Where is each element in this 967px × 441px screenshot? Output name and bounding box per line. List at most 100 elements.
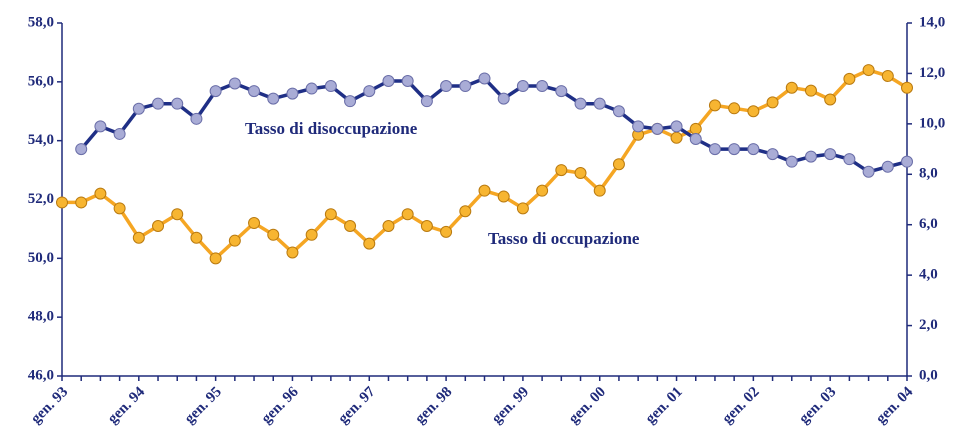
data-point — [689, 132, 702, 145]
data-point — [843, 153, 856, 166]
data-point — [785, 81, 798, 94]
data-point — [401, 208, 414, 221]
data-point — [420, 219, 433, 232]
data-point — [440, 225, 453, 238]
x-tick-label: gen. 00 — [566, 384, 609, 427]
data-point — [132, 231, 145, 244]
data-point — [728, 143, 741, 156]
data-point — [593, 184, 606, 197]
data-point — [267, 228, 280, 241]
y2-tick-label: 2,0 — [919, 317, 938, 333]
series-line — [62, 68, 908, 261]
data-point — [843, 72, 856, 85]
annotation: Tasso di disoccupazione — [245, 119, 418, 138]
data-point — [113, 127, 126, 140]
data-point — [536, 184, 549, 197]
data-point — [881, 69, 894, 82]
data-point — [171, 97, 184, 110]
data-point — [612, 105, 625, 118]
data-point — [56, 196, 68, 209]
y-tick-label: 48,0 — [28, 309, 54, 325]
data-point — [901, 155, 913, 168]
x-tick-label: gen. 01 — [643, 384, 686, 427]
data-point — [152, 97, 165, 110]
data-point — [248, 85, 261, 98]
x-tick-label: gen. 93 — [28, 384, 71, 427]
data-point — [382, 219, 395, 232]
data-point — [209, 252, 222, 265]
data-point — [824, 93, 837, 106]
data-point — [459, 205, 472, 218]
data-point — [228, 234, 241, 247]
data-point — [555, 164, 568, 177]
data-point — [901, 81, 913, 94]
data-point — [190, 231, 203, 244]
data-point — [459, 80, 472, 93]
data-point — [420, 95, 433, 108]
data-point — [536, 80, 549, 93]
data-point — [344, 95, 357, 108]
data-point — [824, 148, 837, 161]
data-point — [670, 120, 683, 133]
data-point — [574, 167, 587, 180]
data-point — [747, 105, 760, 118]
data-point — [94, 187, 107, 200]
data-point — [382, 74, 395, 87]
data-point — [632, 120, 645, 133]
data-point — [286, 246, 299, 259]
x-tick-label: gen. 95 — [182, 384, 225, 427]
data-point — [689, 122, 702, 135]
data-point — [881, 160, 894, 173]
data-point — [747, 143, 760, 156]
data-point — [516, 202, 529, 215]
data-point — [766, 96, 779, 109]
data-point — [516, 80, 529, 93]
data-point — [440, 80, 453, 93]
x-tick-label: gen. 96 — [259, 384, 302, 427]
data-point — [804, 84, 817, 97]
data-point — [862, 64, 875, 77]
data-point — [248, 217, 261, 230]
data-point — [344, 219, 357, 232]
data-point — [75, 196, 88, 209]
data-point — [478, 184, 491, 197]
data-point — [190, 112, 203, 125]
data-point — [228, 77, 241, 90]
x-tick-label: gen. 03 — [796, 384, 839, 427]
data-point — [728, 102, 741, 115]
x-tick-label: gen. 94 — [105, 384, 148, 427]
y2-tick-label: 6,0 — [919, 216, 938, 232]
data-point — [785, 155, 798, 168]
data-point — [497, 92, 510, 105]
annotation: Tasso di occupazione — [488, 229, 640, 248]
data-point — [324, 80, 337, 93]
x-tick-label: gen. 04 — [873, 384, 916, 427]
data-point — [574, 97, 587, 110]
data-point — [862, 165, 875, 178]
x-tick-label: gen. 02 — [719, 384, 762, 427]
y-tick-label: 50,0 — [28, 250, 54, 266]
data-point — [305, 228, 318, 241]
data-point — [555, 85, 568, 98]
data-point — [113, 202, 126, 215]
data-point — [708, 99, 721, 112]
data-point — [593, 97, 606, 110]
data-point — [670, 131, 683, 144]
data-point — [324, 208, 337, 221]
y2-tick-label: 14,0 — [919, 14, 945, 30]
x-tick-label: gen. 98 — [412, 384, 455, 427]
data-point — [94, 120, 107, 133]
data-point — [401, 74, 414, 87]
x-tick-label: gen. 97 — [335, 384, 378, 427]
data-point — [209, 85, 222, 98]
y-tick-label: 46,0 — [28, 367, 54, 383]
y2-tick-label: 0,0 — [919, 367, 938, 383]
data-point — [363, 237, 376, 250]
y-tick-label: 52,0 — [28, 191, 54, 207]
y2-tick-label: 8,0 — [919, 166, 938, 182]
data-point — [75, 143, 88, 156]
data-point — [478, 72, 491, 85]
data-point — [286, 87, 299, 100]
y2-tick-label: 4,0 — [919, 267, 938, 283]
